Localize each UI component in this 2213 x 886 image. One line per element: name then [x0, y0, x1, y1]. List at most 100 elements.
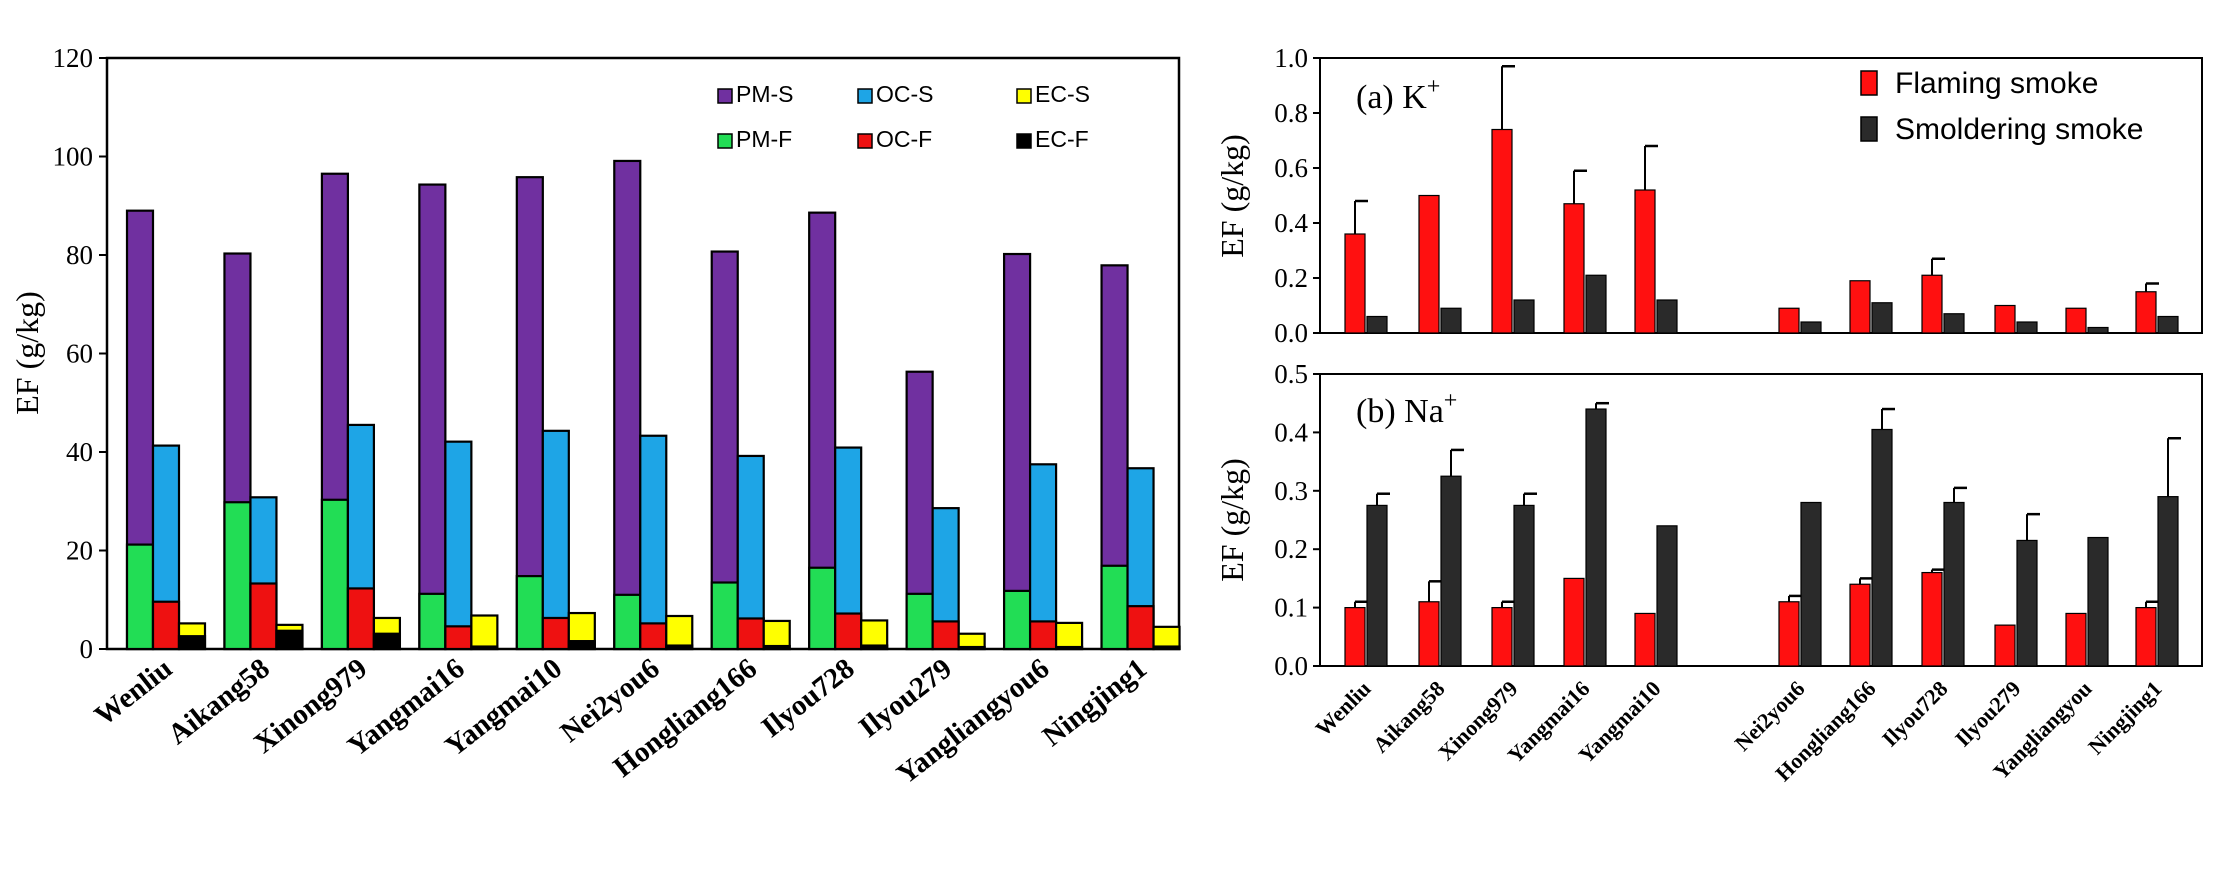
na-bar-flaming-smoke-xinong979	[1491, 606, 1513, 667]
bar-pm-f-ilyou279	[905, 592, 934, 651]
na-bar-smoldering-smoke-ilyou279	[2016, 539, 2038, 667]
k-bar-smoldering-smoke-nei2you6	[1800, 321, 1822, 334]
left-legend-label-ec-f: EC-F	[1035, 126, 1089, 152]
left-x-label-wenliu: Wenliu	[89, 652, 179, 732]
left-legend-label-ec-s: EC-S	[1035, 81, 1090, 107]
bar-pm-f-ilyou728	[808, 566, 837, 651]
k-bar-flaming-smoke-aikang58	[1418, 194, 1440, 334]
bar-oc-f-ilyou279	[931, 620, 960, 651]
left-y-tick-label-100: 100	[53, 142, 94, 172]
bar-ec-f-wenliu	[177, 635, 207, 651]
bar-pm-f-hongliang166	[710, 581, 739, 651]
bar-pm-f-ningjing1	[1100, 564, 1129, 651]
left-legend-label-oc-s: OC-S	[876, 81, 934, 107]
na-bar-flaming-smoke-ningjing1	[2135, 606, 2157, 667]
k-bar-smoldering-smoke-yangmai10	[1656, 299, 1678, 334]
na-y-tick-label-0.4: 0.4	[1274, 417, 1308, 447]
bar-oc-f-yangmai16	[444, 625, 473, 651]
k-bar-flaming-smoke-hongliang166	[1849, 280, 1871, 334]
bar-ec-s-yangmai16	[470, 614, 499, 651]
bar-ec-f-xinong979	[372, 632, 402, 651]
k-legend: Flaming smoke Smoldering smoke	[1860, 67, 2143, 146]
bar-oc-s-yangmai16	[444, 440, 473, 651]
k-bar-flaming-smoke-ningjing1	[2135, 291, 2157, 334]
k-bar-flaming-smoke-yangmai10	[1634, 189, 1656, 334]
left-y-tick-label-20: 20	[66, 536, 93, 566]
k-panel-title: (a) K+	[1356, 74, 1440, 116]
bar-pm-f-aikang58	[223, 501, 252, 651]
bar-pm-s-yangmai10	[515, 176, 544, 651]
na-panel-title-sup: +	[1444, 388, 1458, 414]
k-bar-smoldering-smoke-wenliu	[1366, 315, 1388, 334]
bar-ec-f-yangmai10	[567, 640, 596, 651]
na-x-label-ilyou728: Ilyou728	[1877, 676, 1953, 752]
left-legend: PM-S OC-S EC-S PM-F OC-F EC-F	[717, 81, 1090, 152]
bar-ec-f-ilyou728	[860, 644, 889, 651]
bar-pm-f-yangmai10	[515, 575, 544, 651]
k-bar-smoldering-smoke-yangliangyou	[2087, 326, 2109, 334]
left-legend-swatch-oc-s	[857, 88, 873, 104]
k-bar-flaming-smoke-yangliangyou	[2065, 307, 2087, 334]
bar-ec-s-nei2you6	[665, 614, 694, 651]
na-bar-smoldering-smoke-xinong979	[1513, 504, 1535, 667]
k-y-tick-label-0.0: 0.0	[1274, 318, 1308, 348]
left-y-ticks: 0 20 40 60 80 100 120	[53, 43, 107, 664]
bar-pm-s-yangliangyou6	[1002, 252, 1032, 651]
bar-pm-f-wenliu	[125, 543, 155, 651]
na-bar-flaming-smoke-ilyou279	[1994, 624, 2016, 667]
k-panel-title-sup: +	[1427, 74, 1441, 100]
na-panel-title: (b) Na+	[1356, 388, 1457, 430]
left-y-tick-label-80: 80	[66, 240, 93, 270]
left-legend-swatch-pm-s	[717, 88, 733, 104]
k-plot-frame	[1319, 57, 2203, 334]
k-bar-smoldering-smoke-ningjing1	[2157, 315, 2179, 334]
left-legend-label-pm-s: PM-S	[736, 81, 794, 107]
bar-oc-f-yangmai10	[541, 616, 570, 651]
left-x-label-ningjing1: Ningjing1	[1037, 652, 1153, 753]
k-bar-flaming-smoke-ilyou728	[1921, 274, 1943, 334]
k-bar-flaming-smoke-nei2you6	[1778, 307, 1800, 334]
na-y-tick-label-0.3: 0.3	[1274, 476, 1308, 506]
k-legend-swatch-smoldering-smoke	[1860, 116, 1878, 142]
bar-pm-f-yangmai16	[418, 592, 447, 651]
bar-ec-s-ilyou728	[860, 619, 889, 651]
k-bar-flaming-smoke-yangmai16	[1563, 203, 1585, 334]
left-legend-swatch-oc-f	[857, 133, 873, 149]
k-y-tick-label-0.4: 0.4	[1274, 208, 1308, 238]
k-bar-smoldering-smoke-xinong979	[1513, 299, 1535, 334]
na-y-tick-label-0.2: 0.2	[1274, 534, 1308, 564]
na-bars	[1344, 401, 2181, 667]
bar-oc-f-ningjing1	[1126, 605, 1155, 651]
na-bar-flaming-smoke-yangmai10	[1634, 612, 1656, 667]
left-legend-label-pm-f: PM-F	[736, 126, 792, 152]
na-bar-smoldering-smoke-yangliangyou	[2087, 536, 2109, 667]
na-bar-smoldering-smoke-ningjing1	[2157, 496, 2179, 667]
na-bar-smoldering-smoke-yangmai16	[1585, 408, 1607, 667]
left-y-tick-label-60: 60	[66, 339, 93, 369]
na-x-tick-labels: WenliuAikang58Xinong979Yangmai16Yangmai1…	[1310, 676, 2166, 786]
k-legend-label-smoldering-smoke: Smoldering smoke	[1895, 113, 2143, 146]
na-y-tick-label-0.5: 0.5	[1274, 359, 1308, 389]
na-bar-smoldering-smoke-yangmai10	[1656, 525, 1678, 667]
na-bar-flaming-smoke-aikang58	[1418, 601, 1440, 667]
bar-ec-s-hongliang166	[762, 619, 791, 651]
k-bar-flaming-smoke-ilyou279	[1994, 304, 2016, 334]
bar-ec-f-hongliang166	[762, 644, 791, 651]
left-bars	[125, 159, 1181, 651]
bar-pm-f-yangliangyou6	[1002, 589, 1032, 651]
k-bars	[1344, 65, 2179, 334]
bar-oc-f-ilyou728	[834, 612, 863, 651]
na-bar-flaming-smoke-yangliangyou	[2065, 612, 2087, 667]
k-y-tick-label-0.8: 0.8	[1274, 98, 1308, 128]
k-y-tick-label-0.2: 0.2	[1274, 263, 1308, 293]
k-y-axis-label: EF (g/kg)	[1214, 134, 1250, 258]
bar-ec-f-nei2you6	[665, 644, 694, 651]
left-y-tick-label-0: 0	[80, 634, 94, 664]
left-y-tick-label-40: 40	[66, 437, 93, 467]
k-y-tick-label-0.6: 0.6	[1274, 153, 1308, 183]
na-plot-frame	[1319, 373, 2203, 667]
bar-oc-f-yangliangyou6	[1028, 620, 1058, 651]
bar-ec-f-yangliangyou6	[1054, 645, 1084, 651]
na-bar-flaming-smoke-ilyou728	[1921, 571, 1943, 667]
